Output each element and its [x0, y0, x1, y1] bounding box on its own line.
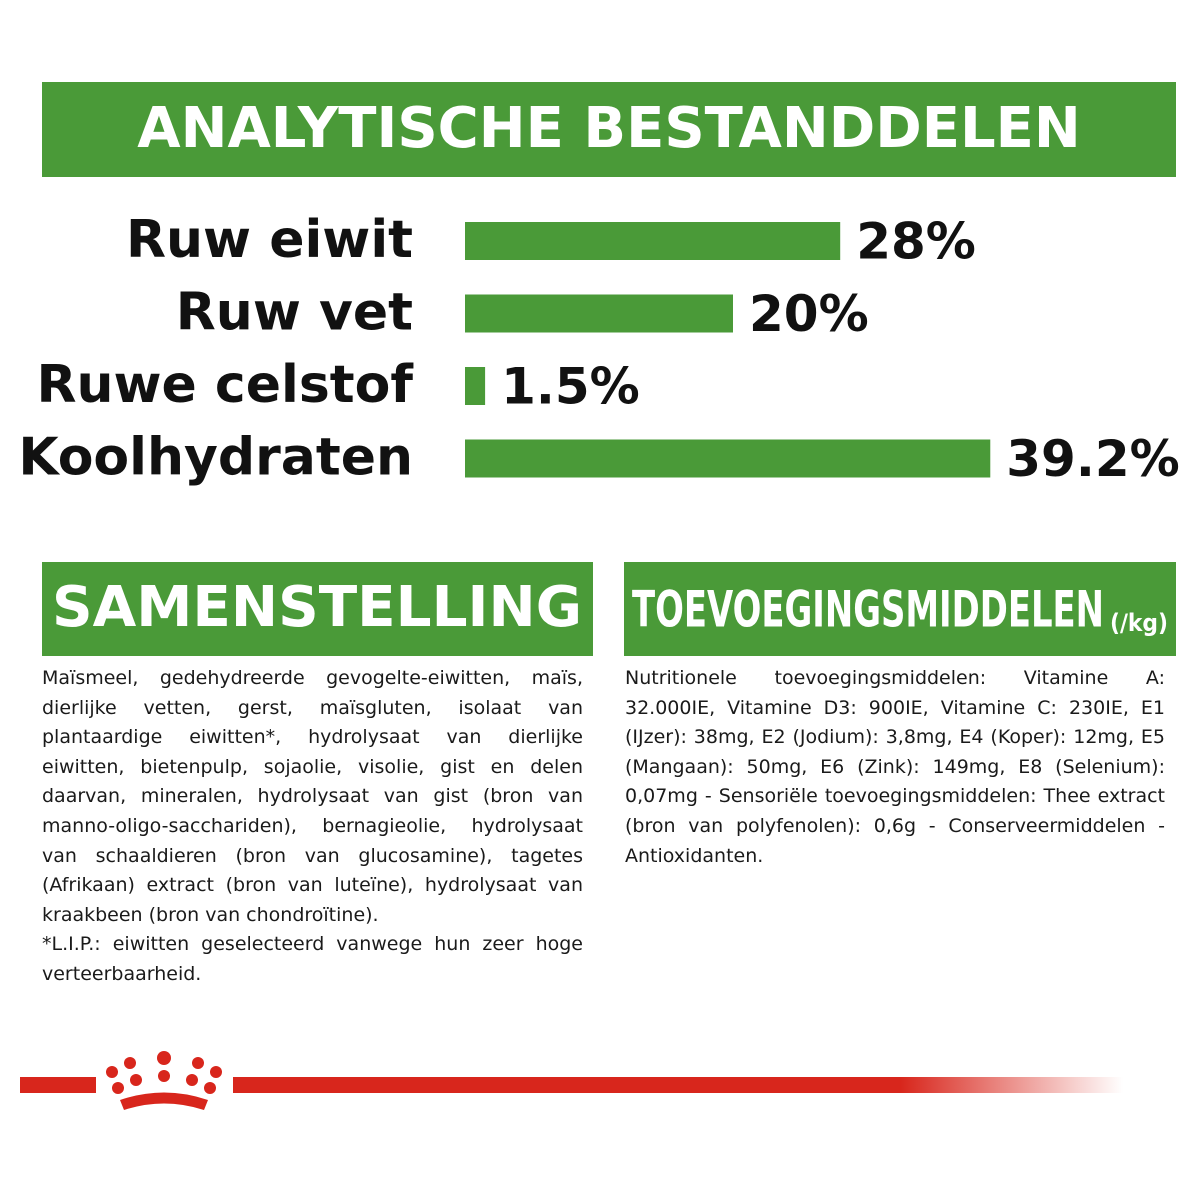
title-banner — [42, 82, 1176, 177]
footer-decoration — [20, 1051, 1123, 1110]
footer-line-right — [233, 1077, 1123, 1093]
composition-title: SAMENSTELLING — [52, 575, 582, 640]
value-label: 20% — [749, 285, 869, 343]
composition-text: Maïsmeel, gedehydreerde gevogelte-eiwitt… — [42, 664, 583, 990]
category-label: Ruw vet — [176, 283, 413, 343]
value-label: 1.5% — [501, 358, 640, 416]
additives-unit: (/kg) — [1110, 609, 1168, 637]
value-label: 28% — [856, 213, 976, 271]
additives-banner — [624, 562, 1176, 656]
composition-body: Maïsmeel, gedehydreerde gevogelte-eiwitt… — [42, 667, 583, 926]
category-label: Ruwe celstof — [36, 355, 414, 415]
composition-note: *L.I.P.: eiwitten geselecteerd vanwege h… — [42, 933, 583, 985]
composition-banner — [42, 562, 593, 656]
additives-title: TOEVOEGINGSMIDDELEN — [632, 581, 1104, 639]
category-label: Ruw eiwit — [126, 210, 413, 270]
additives-text: Nutritionele toevoegingsmiddelen: Vitami… — [625, 667, 1165, 867]
bar — [465, 294, 733, 333]
bar-chart: Ruw eiwit 28% Ruw vet 20% Ruwe celstof 1.5% Ko… — [18, 210, 1179, 488]
chart-title: ANALYTISCHE BESTANDDELEN — [137, 96, 1081, 161]
bar — [465, 222, 841, 260]
crown-logo — [106, 1051, 222, 1110]
bar — [465, 439, 991, 478]
footer-line-left — [20, 1077, 96, 1093]
category-label: Koolhydraten — [18, 428, 413, 488]
value-label: 39.2% — [1006, 430, 1179, 488]
bar — [465, 367, 486, 405]
